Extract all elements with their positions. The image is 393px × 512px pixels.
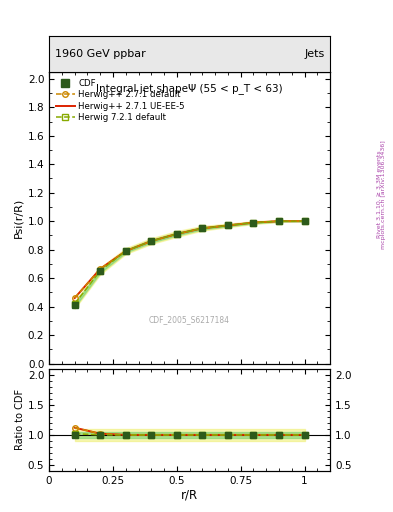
Text: Rivet 3.1.10, ≥ 3.3M events: Rivet 3.1.10, ≥ 3.3M events — [377, 151, 382, 239]
X-axis label: r/R: r/R — [181, 488, 198, 502]
Y-axis label: Ratio to CDF: Ratio to CDF — [15, 389, 25, 451]
Legend: CDF, Herwig++ 2.7.1 default, Herwig++ 2.7.1 UE-EE-5, Herwig 7.2.1 default: CDF, Herwig++ 2.7.1 default, Herwig++ 2.… — [53, 76, 187, 125]
Text: mcplots.cern.ch [arXiv:1306.3436]: mcplots.cern.ch [arXiv:1306.3436] — [381, 140, 386, 249]
Text: 1960 GeV ppbar: 1960 GeV ppbar — [55, 49, 145, 59]
Text: Jets: Jets — [304, 49, 325, 59]
Text: CDF_2005_S6217184: CDF_2005_S6217184 — [149, 315, 230, 324]
Y-axis label: Psi(r/R): Psi(r/R) — [13, 198, 24, 238]
Text: Integral jet shapeΨ (55 < p_T < 63): Integral jet shapeΨ (55 < p_T < 63) — [96, 83, 283, 94]
